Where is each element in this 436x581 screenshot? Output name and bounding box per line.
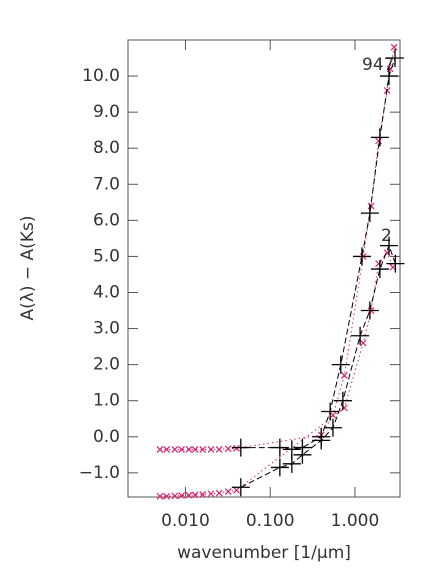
y-tick-label: 3.0 bbox=[93, 319, 120, 339]
data-point bbox=[360, 301, 379, 320]
data-point bbox=[331, 355, 350, 374]
plot-frame bbox=[127, 39, 401, 498]
data-point bbox=[323, 418, 342, 437]
data-point bbox=[370, 260, 389, 279]
x-tick-label: 0.100 bbox=[246, 511, 295, 531]
data-point bbox=[171, 445, 179, 453]
data-point bbox=[163, 492, 171, 500]
data-point bbox=[333, 391, 352, 410]
annotation: 2 bbox=[381, 226, 392, 246]
y-tick-label: 1.0 bbox=[93, 391, 120, 411]
data-point bbox=[379, 236, 398, 255]
data-point bbox=[359, 339, 367, 347]
data-point bbox=[390, 43, 398, 51]
y-axis-label: A(λ) − A(Ks) bbox=[18, 216, 38, 321]
y-tick-label: 10.0 bbox=[82, 66, 120, 86]
y-tick-label: 9.0 bbox=[93, 102, 120, 122]
data-point bbox=[312, 431, 331, 450]
x-tick-label: 0.010 bbox=[161, 511, 210, 531]
series-line bbox=[240, 57, 396, 450]
data-point bbox=[329, 411, 337, 419]
data-point bbox=[171, 492, 179, 500]
series-line bbox=[159, 47, 395, 450]
annotation: 947 bbox=[362, 55, 394, 75]
data-point bbox=[386, 254, 405, 273]
y-tick-label: 7.0 bbox=[93, 174, 120, 194]
data-point bbox=[379, 67, 398, 86]
data-point bbox=[233, 486, 240, 494]
data-point bbox=[156, 492, 164, 500]
y-tick-label: −1.0 bbox=[79, 463, 120, 483]
data-point bbox=[370, 128, 389, 147]
data-point bbox=[185, 445, 193, 453]
data-point bbox=[207, 490, 215, 498]
data-point bbox=[224, 445, 232, 453]
y-tick-label: 5.0 bbox=[93, 246, 120, 266]
data-point bbox=[233, 444, 240, 452]
series-line bbox=[159, 251, 394, 497]
data-point bbox=[163, 445, 171, 453]
data-point bbox=[293, 445, 312, 464]
data-point bbox=[231, 478, 250, 497]
x-tick-label: 1.000 bbox=[331, 511, 380, 531]
y-tick-label: 2.0 bbox=[93, 355, 120, 375]
data-point bbox=[224, 488, 232, 496]
data-point bbox=[340, 372, 348, 379]
data-point bbox=[375, 137, 383, 145]
data-point bbox=[215, 489, 223, 497]
data-point bbox=[270, 458, 289, 477]
data-point bbox=[386, 49, 405, 68]
data-point bbox=[231, 438, 250, 457]
data-point bbox=[360, 204, 379, 223]
data-point bbox=[156, 445, 164, 453]
x-axis-label: wavenumber [1/μm] bbox=[177, 543, 351, 563]
data-point bbox=[199, 491, 207, 498]
y-tick-label: 8.0 bbox=[93, 138, 120, 158]
data-point bbox=[215, 445, 223, 453]
y-tick-label: 6.0 bbox=[93, 210, 120, 230]
y-tick-label: 0.0 bbox=[93, 427, 120, 447]
data-point bbox=[178, 492, 185, 499]
data-point bbox=[270, 438, 289, 457]
data-point bbox=[191, 445, 199, 453]
data-point bbox=[352, 247, 371, 266]
data-point bbox=[207, 445, 215, 453]
y-tick-label: 4.0 bbox=[93, 282, 120, 302]
data-point bbox=[321, 402, 340, 421]
data-point bbox=[375, 260, 383, 268]
data-point bbox=[191, 491, 199, 499]
data-point bbox=[178, 445, 185, 453]
data-point bbox=[185, 491, 193, 499]
series-line bbox=[240, 244, 396, 488]
data-point bbox=[282, 454, 301, 473]
data-point bbox=[199, 445, 207, 453]
data-point bbox=[351, 326, 370, 345]
